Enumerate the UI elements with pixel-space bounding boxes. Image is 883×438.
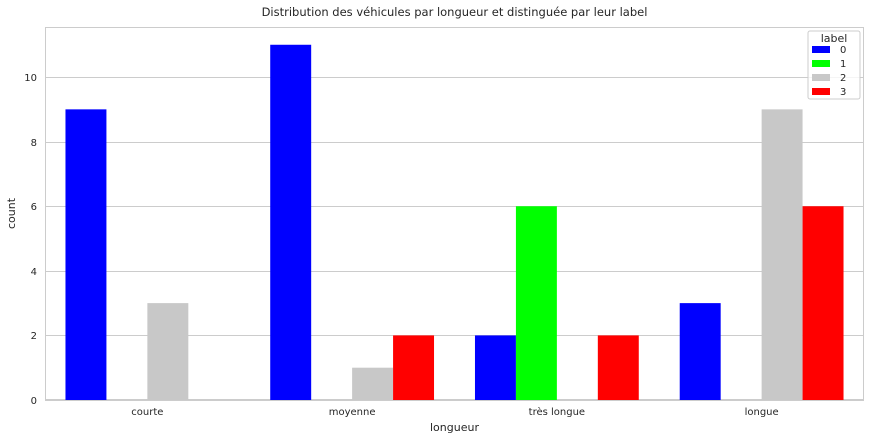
legend-swatch-0 <box>812 46 830 53</box>
bar-courte-label-2 <box>147 303 189 400</box>
bars <box>65 44 844 401</box>
bar-très-longue-label-0 <box>474 335 516 400</box>
legend-swatch-2 <box>812 74 830 81</box>
bar-longue-label-2 <box>761 109 803 400</box>
plot-area <box>45 27 864 400</box>
y-tick-label: 2 <box>31 331 37 342</box>
legend-swatch-1 <box>812 60 830 67</box>
legend-items: 0 1 2 3 <box>812 45 846 98</box>
bar-courte-label-0 <box>65 109 107 400</box>
legend: label 0 1 2 3 <box>807 30 861 100</box>
legend-title: label <box>821 32 848 45</box>
x-tick-label: longue <box>745 407 779 418</box>
y-tick-label: 4 <box>31 267 37 278</box>
bar-moyenne-label-0 <box>270 44 312 401</box>
bar-très-longue-label-1 <box>515 206 557 400</box>
chart-title: Distribution des véhicules par longueur … <box>262 5 648 19</box>
legend-label-3: 3 <box>840 87 846 98</box>
bar-moyenne-label-3 <box>393 335 435 400</box>
bar-très-longue-label-3 <box>597 335 639 400</box>
legend-label-1: 1 <box>840 59 846 70</box>
y-tick-label: 8 <box>31 138 37 149</box>
x-tick-label: très longue <box>529 406 585 418</box>
y-axis-label: count <box>5 197 18 229</box>
bar-longue-label-0 <box>679 303 721 400</box>
y-axis-ticks: 0 2 4 6 8 10 <box>24 73 37 407</box>
legend-label-2: 2 <box>840 73 846 84</box>
legend-swatch-3 <box>812 88 830 95</box>
y-tick-label: 6 <box>31 202 37 213</box>
y-tick-label: 0 <box>31 396 37 407</box>
y-tick-label: 10 <box>24 73 37 84</box>
bar-longue-label-3 <box>802 206 844 400</box>
x-tick-label: courte <box>131 407 163 418</box>
legend-label-0: 0 <box>840 45 846 56</box>
x-axis-label: longueur <box>430 421 479 434</box>
x-axis-ticks: courte moyenne très longue longue <box>131 406 778 418</box>
bar-moyenne-label-2 <box>352 367 394 400</box>
x-tick-label: moyenne <box>329 407 376 418</box>
